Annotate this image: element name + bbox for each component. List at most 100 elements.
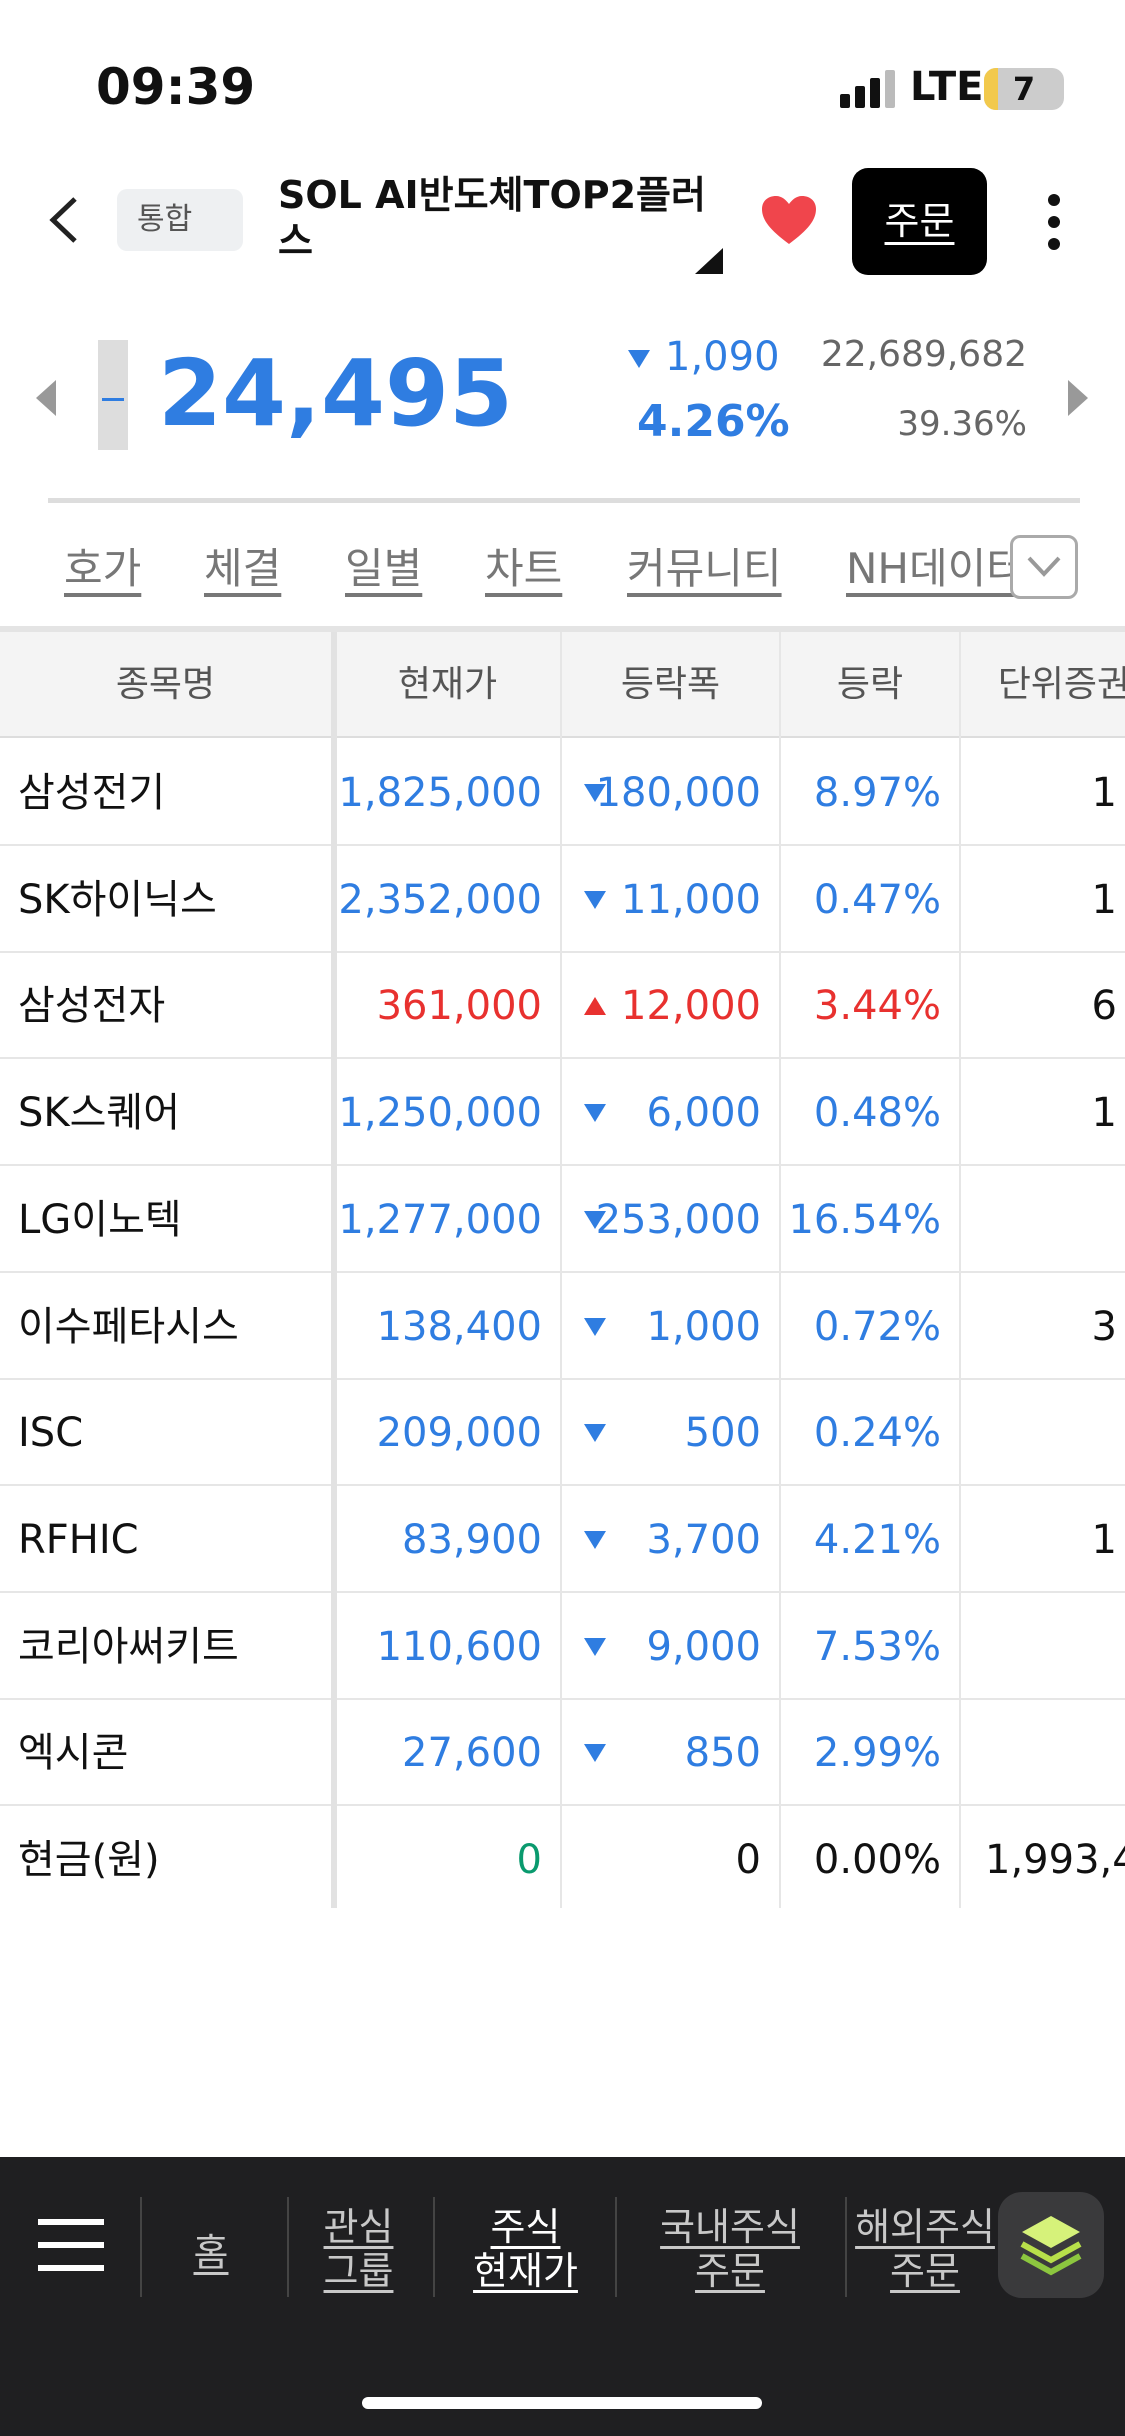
cell-value: 0: [335, 1807, 560, 1910]
up-triangle: [584, 997, 606, 1016]
column-header: 등락: [781, 632, 959, 738]
row-line: [0, 1057, 1125, 1060]
column-header: 등락폭: [562, 632, 779, 738]
tab[interactable]: 커뮤니티: [627, 544, 782, 593]
stock-name[interactable]: 코리아써키트: [0, 1594, 331, 1700]
nav-item[interactable]: 홈: [142, 2231, 280, 2275]
cell-value: 1: [961, 847, 1125, 953]
mini-gauge: [98, 340, 128, 450]
stock-name[interactable]: 삼성전기: [0, 740, 331, 846]
down-triangle: [584, 1530, 606, 1549]
down-triangle: [584, 1637, 606, 1656]
tab[interactable]: NH데이터: [846, 544, 1025, 593]
nav-item[interactable]: 해외주식 주문: [850, 2205, 1000, 2293]
cell-value: 1,250,000: [335, 1060, 560, 1167]
order-button[interactable]: 주문: [852, 168, 987, 275]
stock-name[interactable]: LG이노텍: [0, 1167, 331, 1273]
market-tag[interactable]: 통합: [117, 189, 243, 251]
nav-divider: [845, 2197, 847, 2297]
prev-arrow[interactable]: [34, 378, 58, 418]
back-button[interactable]: [45, 195, 81, 245]
cell-value: 27,600: [335, 1700, 560, 1807]
row-line: [0, 844, 1125, 846]
divider: [48, 498, 1080, 503]
cell-value: 209,000: [335, 1380, 560, 1487]
stock-name[interactable]: ISC: [0, 1380, 331, 1487]
nav-label: 주식: [490, 2205, 561, 2249]
stock-name[interactable]: SK하이닉스: [0, 847, 331, 953]
cell-value: 3.44%: [781, 953, 959, 1060]
nav-label: 해외주식: [855, 2205, 995, 2249]
battery-level: 7: [1012, 70, 1036, 108]
stock-name[interactable]: 현금(원): [0, 1807, 331, 1910]
cell-value: 0.47%: [781, 847, 959, 953]
row-line: [0, 1484, 1125, 1487]
stock-name[interactable]: 이수페타시스: [0, 1274, 331, 1380]
cell-value: 2.99%: [781, 1700, 959, 1807]
column-header: 현재가: [335, 632, 560, 738]
stock-name[interactable]: 엑시콘: [0, 1700, 331, 1807]
unit-count: 1,993,4: [985, 1837, 1125, 1883]
down-triangle: [584, 1744, 606, 1763]
tab[interactable]: 일별: [345, 544, 423, 593]
nav-label: 현재가: [473, 2249, 578, 2293]
cell-value: 138,400: [335, 1274, 560, 1380]
stock-title[interactable]: SOL AI반도체TOP2플러 스: [278, 172, 706, 264]
down-triangle: [584, 1424, 606, 1443]
cell-value: 1,993,4: [961, 1807, 1125, 1910]
column-divider: [331, 632, 337, 1908]
tab[interactable]: 체결: [204, 544, 282, 593]
cell-value: 0.48%: [781, 1060, 959, 1167]
holdings-table: 종목명현재가등락폭등락단위증권수삼성전기1,825,000180,0008.97…: [0, 632, 1125, 1910]
layer-button[interactable]: [998, 2192, 1104, 2298]
status-time: 09:39: [96, 58, 256, 116]
more-menu[interactable]: [1044, 192, 1064, 252]
network-label: LTE: [910, 64, 984, 110]
tab[interactable]: 차트: [485, 544, 563, 593]
dropdown-corner: [695, 248, 723, 274]
stock-name[interactable]: SK스퀘어: [0, 1060, 331, 1167]
cell-value: 1: [961, 1487, 1125, 1593]
unit-count: 1: [1091, 1516, 1117, 1563]
cell-value: 8.97%: [781, 740, 959, 846]
cell-value: 1: [961, 1060, 1125, 1167]
row-line: [0, 1164, 1125, 1167]
unit-count: 1: [1091, 1090, 1117, 1137]
unit-count: 1: [1091, 770, 1117, 816]
cell-value: 3: [961, 1274, 1125, 1380]
nav-label: 주문: [695, 2249, 765, 2293]
nav-item[interactable]: 관심 그룹: [287, 2205, 430, 2293]
cell-value: 2,352,000: [335, 847, 560, 953]
cell-value: 0: [562, 1807, 779, 1910]
nav-divider: [433, 2197, 435, 2297]
unit-count: 6: [1091, 983, 1117, 1030]
title-line: SOL AI반도체TOP2플러: [278, 173, 706, 217]
bottom-nav: 홈 관심 그룹 주식 현재가 국내주식 주문 해외주식 주문: [0, 2157, 1125, 2436]
nav-item[interactable]: 주식 현재가: [436, 2205, 615, 2293]
column-divider: [959, 632, 961, 1908]
nav-label: 홈: [193, 2231, 229, 2275]
tab-expand[interactable]: [1010, 535, 1078, 599]
stock-name[interactable]: RFHIC: [0, 1487, 331, 1593]
tab[interactable]: 호가: [64, 544, 142, 593]
stock-name[interactable]: 삼성전자: [0, 953, 331, 1060]
cell-value: 7.53%: [781, 1594, 959, 1700]
nav-item[interactable]: 국내주식 주문: [618, 2205, 842, 2293]
next-arrow[interactable]: [1066, 378, 1090, 418]
price-change: 1,090: [665, 334, 780, 380]
home-indicator: [362, 2397, 762, 2409]
cell-value: 1,277,000: [335, 1167, 560, 1273]
cell-value: 110,600: [335, 1594, 560, 1700]
nav-divider: [287, 2197, 289, 2297]
row-line: [0, 1377, 1125, 1380]
cell-value: 83,900: [335, 1487, 560, 1593]
cell-value: [961, 1700, 1125, 1807]
favorite-heart[interactable]: [760, 194, 818, 246]
cell-value: 16.54%: [781, 1167, 959, 1273]
nav-label: 국내주식: [660, 2205, 800, 2249]
down-triangle: [584, 1210, 606, 1229]
down-triangle: [584, 890, 606, 909]
down-triangle: [584, 1317, 606, 1336]
menu-icon[interactable]: [38, 2217, 104, 2273]
